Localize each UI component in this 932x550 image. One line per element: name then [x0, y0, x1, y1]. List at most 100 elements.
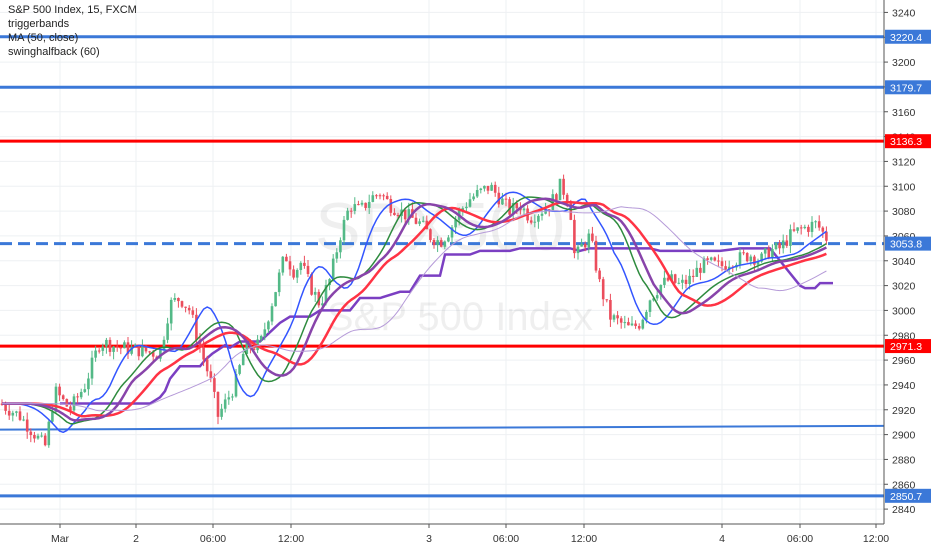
candle-body [583, 243, 587, 248]
candle-body [148, 351, 151, 353]
candle-body [630, 323, 634, 326]
x-tick-label: 06:00 [200, 533, 226, 545]
candle-body [706, 258, 709, 260]
candle-body [681, 279, 684, 283]
y-tick-label: 2880 [892, 454, 916, 466]
candle-body [515, 203, 519, 209]
candle-body [205, 359, 209, 372]
candle-body [558, 178, 562, 201]
candle-body [389, 199, 393, 213]
candle-body [609, 299, 612, 320]
candle-body [87, 378, 90, 390]
candle-body [371, 195, 375, 202]
candle-body [461, 208, 465, 211]
candle-body [663, 277, 666, 285]
candle-body [259, 336, 263, 340]
candle-body [634, 323, 637, 327]
candle-body [508, 199, 511, 215]
level-tag-bg [885, 134, 931, 149]
candle-body [342, 219, 346, 241]
candle-body [691, 275, 695, 277]
candle-body [108, 339, 112, 352]
candle-body [274, 292, 277, 307]
candle-body [407, 209, 411, 220]
candle-body [483, 185, 486, 189]
candle-body [821, 227, 825, 232]
candle-body [756, 261, 760, 265]
legend-indicator-triggerbands: triggerbands [8, 18, 70, 30]
candle-body [684, 279, 688, 285]
candle-body [115, 346, 119, 348]
candle-body [112, 346, 115, 352]
candle-body [202, 347, 205, 360]
candle-body [22, 419, 25, 421]
candle-body [745, 253, 749, 262]
candle-body [612, 315, 616, 320]
candle-body [126, 342, 130, 354]
candle-body [173, 298, 177, 300]
candle-body [619, 318, 623, 323]
candle-body [364, 202, 367, 208]
candle-body [288, 261, 292, 270]
candle-body [396, 215, 400, 217]
candle-body [810, 221, 814, 232]
candle-body [130, 346, 133, 354]
x-tick-label: 3 [426, 533, 432, 545]
candle-body [605, 299, 609, 301]
candle-body [511, 203, 515, 215]
candle-body [666, 277, 670, 281]
candle-body [277, 272, 281, 293]
y-tick-label: 2960 [892, 355, 916, 367]
candle-body [123, 342, 126, 349]
candle-body [385, 195, 389, 200]
watermark-name: S&P 500 Index [327, 295, 593, 339]
candle-body [771, 249, 774, 259]
candle-body [717, 260, 720, 262]
candle-body [328, 279, 331, 285]
candle-body [299, 262, 303, 271]
candle-body [40, 435, 43, 437]
candle-body [767, 248, 771, 259]
candle-body [429, 229, 432, 240]
candle-body [382, 195, 385, 197]
candle-body [119, 347, 123, 349]
candle-body [29, 431, 33, 436]
candle-body [580, 243, 583, 247]
candle-body [137, 344, 141, 357]
trendline [0, 424, 885, 431]
chart-legend: S&P 500 Index, 15, FXCM triggerbands MA … [8, 3, 137, 59]
candle-body [799, 227, 803, 229]
candle-body [598, 270, 601, 280]
candle-body [825, 231, 828, 241]
candle-body [216, 391, 220, 417]
candle-body [69, 406, 72, 411]
y-tick-label: 2940 [892, 380, 916, 392]
candle-body [641, 319, 645, 329]
candle-body [648, 300, 652, 312]
y-tick-label: 2840 [892, 504, 916, 516]
candle-body [33, 435, 36, 439]
candle-body [673, 274, 677, 283]
candle-body [141, 345, 144, 357]
candle-body [475, 190, 479, 197]
y-tick-label: 3020 [892, 281, 916, 293]
candle-body [357, 204, 360, 206]
candle-body [465, 206, 468, 209]
candle-body [295, 270, 299, 278]
candle-body [529, 220, 533, 223]
y-tick-label: 2900 [892, 430, 916, 442]
candle-body [652, 298, 655, 301]
candle-body [803, 226, 807, 229]
candle-body [594, 240, 598, 271]
y-tick-label: 2920 [892, 405, 916, 417]
candle-body [335, 252, 339, 259]
candle-body [432, 239, 436, 246]
candle-body [616, 315, 619, 319]
candle-body [94, 350, 97, 358]
candle-body [555, 194, 558, 201]
candle-body [90, 357, 94, 379]
candle-body [61, 395, 65, 400]
candle-body [144, 345, 148, 352]
candle-body [324, 284, 328, 304]
